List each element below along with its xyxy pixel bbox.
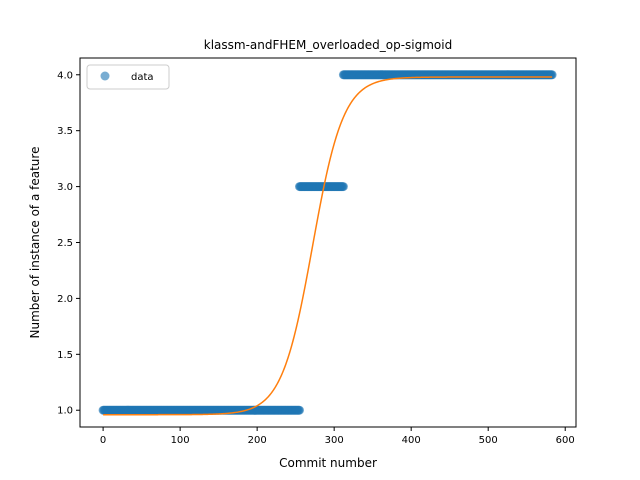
y-tick-label: 4.0 [57,70,73,81]
legend-marker-data [100,71,110,81]
legend-label-data: data [131,72,154,83]
x-axis-label: Commit number [279,456,377,470]
x-tick-label: 600 [556,435,575,446]
x-tick-label: 500 [479,435,498,446]
x-tick-label: 400 [402,435,421,446]
y-tick-label: 2.5 [57,238,73,249]
legend-box [86,64,170,90]
data-point [338,182,348,192]
x-tick-label: 200 [248,435,267,446]
y-tick-label: 1.0 [57,406,73,417]
y-axis: 1.0 1.5 2.0 2.5 3.0 3.5 4.0 [57,70,80,417]
y-tick-label: 1.5 [57,350,73,361]
x-tick-label: 100 [171,435,190,446]
y-tick-label: 3.5 [57,126,73,137]
data-point [547,70,557,80]
y-axis-label: Number of instance of a feature [28,147,42,339]
legend: data [86,64,170,90]
chart-title: klassm-andFHEM_overloaded_op-sigmoid [204,38,452,52]
x-axis: 0 100 200 300 400 500 600 [100,427,575,446]
y-tick-label: 3.0 [57,182,73,193]
series-layer [98,70,557,416]
x-tick-label: 300 [325,435,344,446]
data-point [295,405,304,415]
y-tick-label: 2.0 [57,294,73,305]
plot-frame [79,57,577,428]
sigmoid-fit-line [103,76,553,416]
x-tick-label: 0 [100,435,106,446]
